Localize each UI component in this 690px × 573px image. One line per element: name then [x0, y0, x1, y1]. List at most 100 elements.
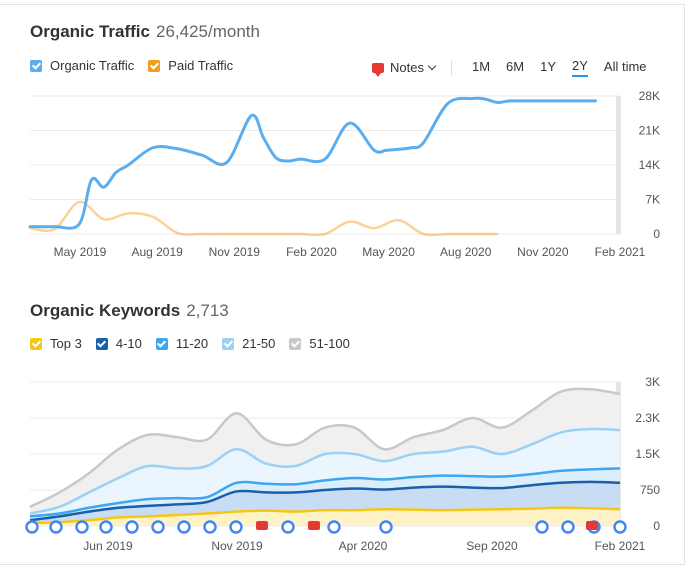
4-10-checkbox[interactable] — [95, 337, 108, 350]
organic-keywords-title: Organic Keywords 2,713 — [30, 301, 229, 321]
google-update-icon[interactable] — [177, 520, 191, 534]
legend-label-top-3: Top 3 — [50, 336, 82, 351]
21-50-line — [29, 427, 621, 515]
keywords-x-tick-label: Feb 2021 — [595, 539, 646, 553]
organic-traffic-legend: Organic Traffic Paid Traffic — [30, 58, 247, 73]
legend-item-4-10[interactable]: 4-10 — [95, 336, 142, 351]
google-update-icon[interactable] — [99, 520, 113, 534]
google-update-icon[interactable] — [75, 520, 89, 534]
51-100-checkbox[interactable] — [289, 337, 302, 350]
google-update-icon[interactable] — [327, 520, 341, 534]
organic-traffic-line — [28, 96, 597, 230]
keywords-y-tick-label: 3K — [645, 375, 660, 389]
frame-top-border — [0, 4, 684, 5]
keywords-x-tick-label: Sep 2020 — [466, 539, 518, 553]
legend-label-11-20: 11-20 — [175, 336, 209, 351]
range-1m-button[interactable]: 1M — [471, 59, 491, 74]
traffic-y-tick-label: 7K — [645, 193, 660, 207]
11-20-checkbox[interactable] — [155, 337, 168, 350]
keywords-series — [29, 387, 621, 526]
legend-item-organic-traffic[interactable]: Organic Traffic — [30, 58, 134, 73]
legend-label-4-10: 4-10 — [115, 336, 142, 351]
keywords-y-tick-label: 2.3K — [635, 411, 660, 425]
21-50-checkbox[interactable] — [222, 337, 235, 350]
11-20-line — [29, 467, 621, 518]
organic-traffic-checkbox[interactable] — [30, 59, 42, 72]
notes-icon — [372, 62, 384, 77]
range-all-time-button[interactable]: All time — [603, 59, 647, 74]
range-2y-button[interactable]: 2Y — [572, 58, 588, 77]
keywords-x-axis: Jun 2019 Nov 2019 Apr 2020 Sep 2020 Feb 2021 — [83, 539, 645, 553]
legend-label-51-100: 51-100 — [309, 336, 350, 351]
google-update-icon[interactable] — [151, 520, 165, 534]
organic-traffic-title-text: Organic Traffic — [30, 22, 150, 41]
keywords-y-tick-label: 1.5K — [635, 447, 660, 461]
range-1y-button[interactable]: 1Y — [540, 59, 556, 74]
traffic-y-tick-label: 28K — [639, 89, 660, 103]
notes-dropdown[interactable]: Notes — [372, 60, 437, 77]
google-update-icon[interactable] — [379, 520, 393, 534]
note-marker-icon[interactable] — [256, 521, 268, 530]
google-update-icon[interactable] — [561, 520, 575, 534]
organic-traffic-value: 26,425/month — [155, 22, 260, 41]
legend-item-21-50[interactable]: 21-50 — [222, 336, 275, 351]
traffic-y-axis: 28K 21K 14K 7K 0 — [639, 89, 661, 241]
top-3-checkbox[interactable] — [30, 337, 42, 350]
traffic-series — [28, 96, 597, 237]
keywords-x-tick-label: Nov 2019 — [211, 539, 263, 553]
google-update-icon[interactable] — [613, 520, 627, 534]
google-update-icon[interactable] — [125, 520, 139, 534]
frame-right-border — [684, 4, 685, 564]
legend-label-organic-traffic: Organic Traffic — [50, 58, 135, 73]
traffic-x-tick-label: Feb 2020 — [286, 245, 337, 259]
legend-item-paid-traffic[interactable]: Paid Traffic — [148, 58, 233, 73]
top-3-area — [30, 507, 620, 526]
organic-keywords-value: 2,713 — [186, 301, 229, 320]
google-update-icon[interactable] — [203, 520, 217, 534]
organic-traffic-chart: 28K 21K 14K 7K 0 May 2019 Aug 2019 Nov 2019 Feb… — [28, 89, 661, 259]
keywords-markers — [25, 520, 627, 534]
google-update-icon[interactable] — [49, 520, 63, 534]
traffic-y-tick-label: 0 — [653, 227, 660, 241]
note-marker-icon[interactable] — [308, 521, 320, 530]
top-3-line — [29, 506, 621, 525]
legend-label-21-50: 21-50 — [242, 336, 276, 351]
frame-bottom-border — [0, 564, 685, 565]
paid-traffic-checkbox[interactable] — [148, 59, 161, 72]
traffic-x-tick-label: May 2019 — [54, 245, 107, 259]
chevron-down-icon — [427, 61, 437, 70]
controls-divider — [450, 59, 452, 76]
google-update-icon[interactable] — [229, 520, 243, 534]
keywords-y-tick-label: 750 — [640, 483, 660, 497]
organic-keywords-legend: Top 3 4-10 11-20 21-50 51-100 — [30, 336, 364, 351]
traffic-x-tick-label: Aug 2019 — [131, 245, 183, 259]
traffic-x-tick-label: May 2020 — [362, 245, 415, 259]
legend-item-51-100[interactable]: 51-100 — [289, 336, 350, 351]
traffic-x-tick-label: Aug 2020 — [440, 245, 492, 259]
note-marker-icon[interactable] — [586, 521, 598, 530]
legend-label-paid-traffic: Paid Traffic — [168, 58, 234, 73]
traffic-x-axis: May 2019 Aug 2019 Nov 2019 Feb 2020 May 2020… — [54, 245, 646, 259]
paid-traffic-line — [28, 200, 499, 237]
legend-item-11-20[interactable]: 11-20 — [155, 336, 209, 351]
notes-label: Notes — [390, 60, 424, 75]
organic-traffic-title: Organic Traffic 26,425/month — [30, 22, 260, 42]
google-update-icon[interactable] — [281, 520, 295, 534]
legend-item-top-3[interactable]: Top 3 — [30, 336, 82, 351]
time-range-controls: Notes 1M 6M 1Y 2Y All time — [372, 58, 655, 77]
keywords-y-tick-label: 0 — [653, 519, 660, 533]
google-update-icon[interactable] — [25, 520, 39, 534]
range-6m-button[interactable]: 6M — [506, 59, 525, 74]
traffic-y-tick-label: 14K — [639, 158, 660, 172]
organic-keywords-title-text: Organic Keywords — [30, 301, 181, 320]
keywords-y-axis: 3K 2.3K 1.5K 750 0 — [635, 375, 660, 533]
traffic-x-tick-label: Feb 2021 — [595, 245, 646, 259]
traffic-y-tick-label: 21K — [639, 124, 660, 138]
traffic-crosshair-band — [616, 96, 621, 234]
51-100-line — [29, 387, 621, 508]
organic-keywords-chart: 3K 2.3K 1.5K 750 0 Jun 2019 Nov 2019 Apr 2020 S… — [25, 375, 660, 553]
keywords-x-tick-label: Jun 2019 — [83, 539, 133, 553]
google-update-icon[interactable] — [535, 520, 549, 534]
traffic-x-tick-label: Nov 2019 — [209, 245, 261, 259]
traffic-x-tick-label: Nov 2020 — [517, 245, 569, 259]
